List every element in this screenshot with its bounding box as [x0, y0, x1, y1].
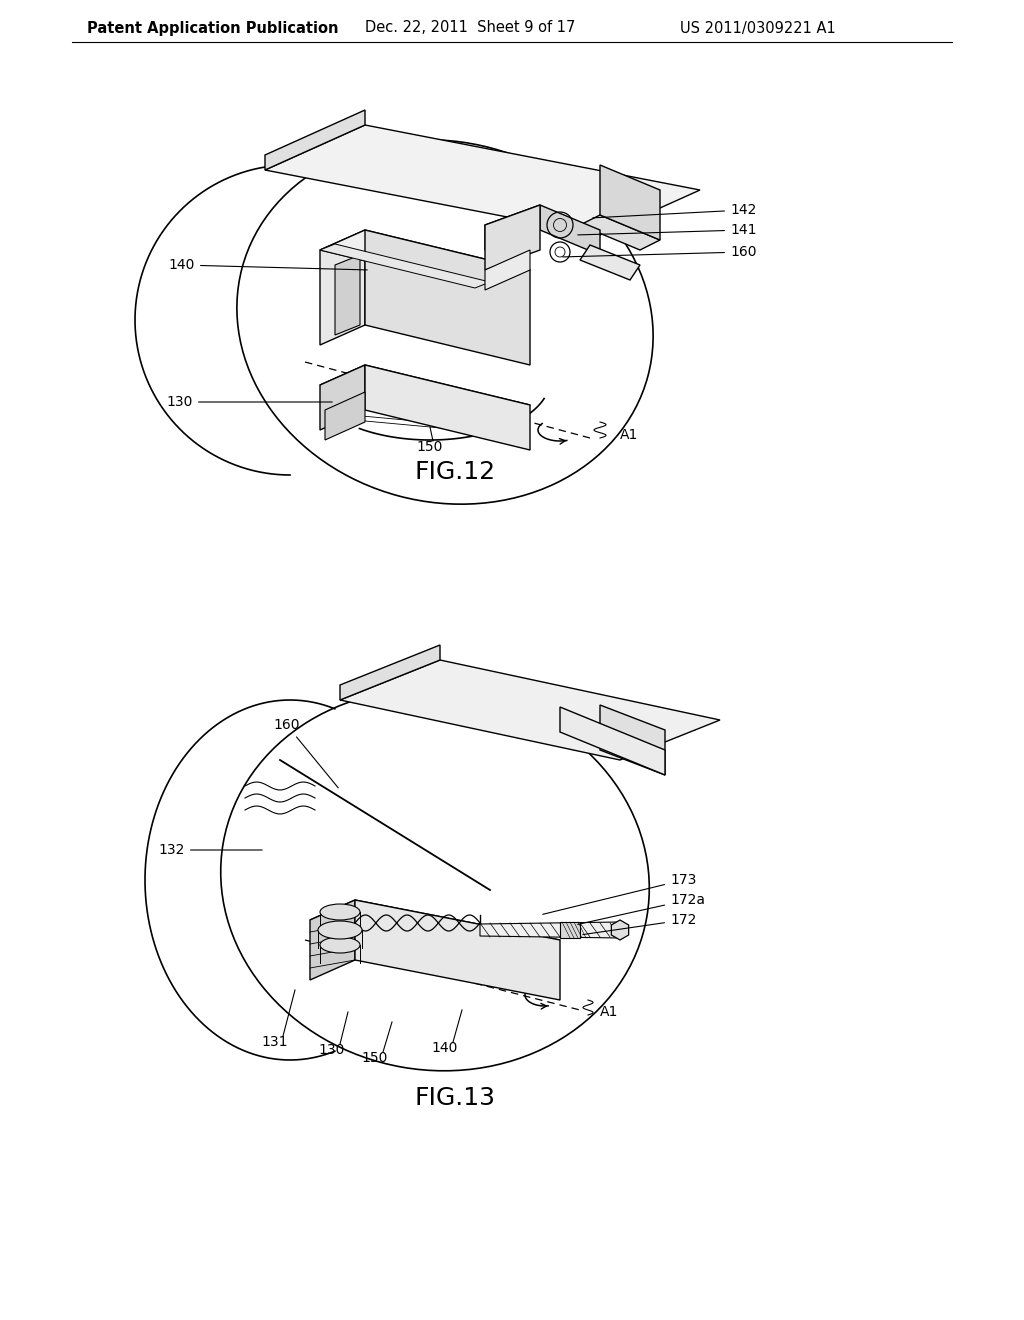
Polygon shape — [319, 366, 365, 430]
Polygon shape — [319, 366, 530, 425]
Ellipse shape — [221, 689, 649, 1071]
Text: 142: 142 — [593, 203, 757, 218]
Polygon shape — [265, 110, 365, 170]
Text: 150: 150 — [361, 1051, 388, 1065]
Polygon shape — [355, 900, 560, 1001]
Polygon shape — [340, 645, 440, 700]
Polygon shape — [485, 205, 540, 271]
Polygon shape — [319, 230, 365, 345]
Text: 131: 131 — [262, 1035, 288, 1049]
Polygon shape — [319, 230, 530, 290]
Polygon shape — [310, 900, 560, 960]
Text: 150: 150 — [417, 440, 443, 454]
Polygon shape — [600, 705, 665, 775]
Polygon shape — [340, 660, 720, 760]
Text: 140: 140 — [432, 1041, 458, 1055]
Polygon shape — [485, 205, 540, 249]
Text: 160: 160 — [563, 246, 757, 259]
Polygon shape — [580, 215, 660, 249]
Polygon shape — [600, 165, 660, 240]
Polygon shape — [560, 708, 665, 775]
Text: 173: 173 — [543, 873, 696, 915]
Ellipse shape — [237, 140, 653, 504]
Polygon shape — [319, 244, 490, 288]
Polygon shape — [480, 921, 620, 939]
Ellipse shape — [319, 904, 360, 920]
Text: Patent Application Publication: Patent Application Publication — [87, 21, 339, 36]
Polygon shape — [540, 205, 600, 255]
Text: 141: 141 — [578, 223, 757, 238]
Text: 172: 172 — [583, 913, 696, 935]
Text: Dec. 22, 2011  Sheet 9 of 17: Dec. 22, 2011 Sheet 9 of 17 — [365, 21, 575, 36]
Polygon shape — [310, 900, 355, 979]
Text: 172a: 172a — [578, 894, 705, 924]
Text: 140: 140 — [169, 257, 368, 272]
Text: 130: 130 — [167, 395, 332, 409]
Text: 132: 132 — [159, 843, 262, 857]
Polygon shape — [485, 249, 530, 290]
Ellipse shape — [319, 937, 360, 953]
Polygon shape — [335, 255, 360, 335]
Text: FIG.12: FIG.12 — [415, 459, 496, 484]
Text: 160: 160 — [273, 718, 338, 788]
Polygon shape — [560, 921, 580, 939]
Text: A1: A1 — [600, 1005, 618, 1019]
Polygon shape — [365, 230, 530, 366]
Polygon shape — [580, 246, 640, 280]
Polygon shape — [365, 366, 530, 450]
Polygon shape — [325, 392, 365, 440]
Text: 130: 130 — [318, 1043, 345, 1057]
Polygon shape — [611, 920, 629, 940]
Text: A1: A1 — [620, 428, 638, 442]
Text: US 2011/0309221 A1: US 2011/0309221 A1 — [680, 21, 836, 36]
Text: FIG.13: FIG.13 — [415, 1086, 496, 1110]
Polygon shape — [265, 125, 700, 235]
Ellipse shape — [318, 921, 362, 939]
